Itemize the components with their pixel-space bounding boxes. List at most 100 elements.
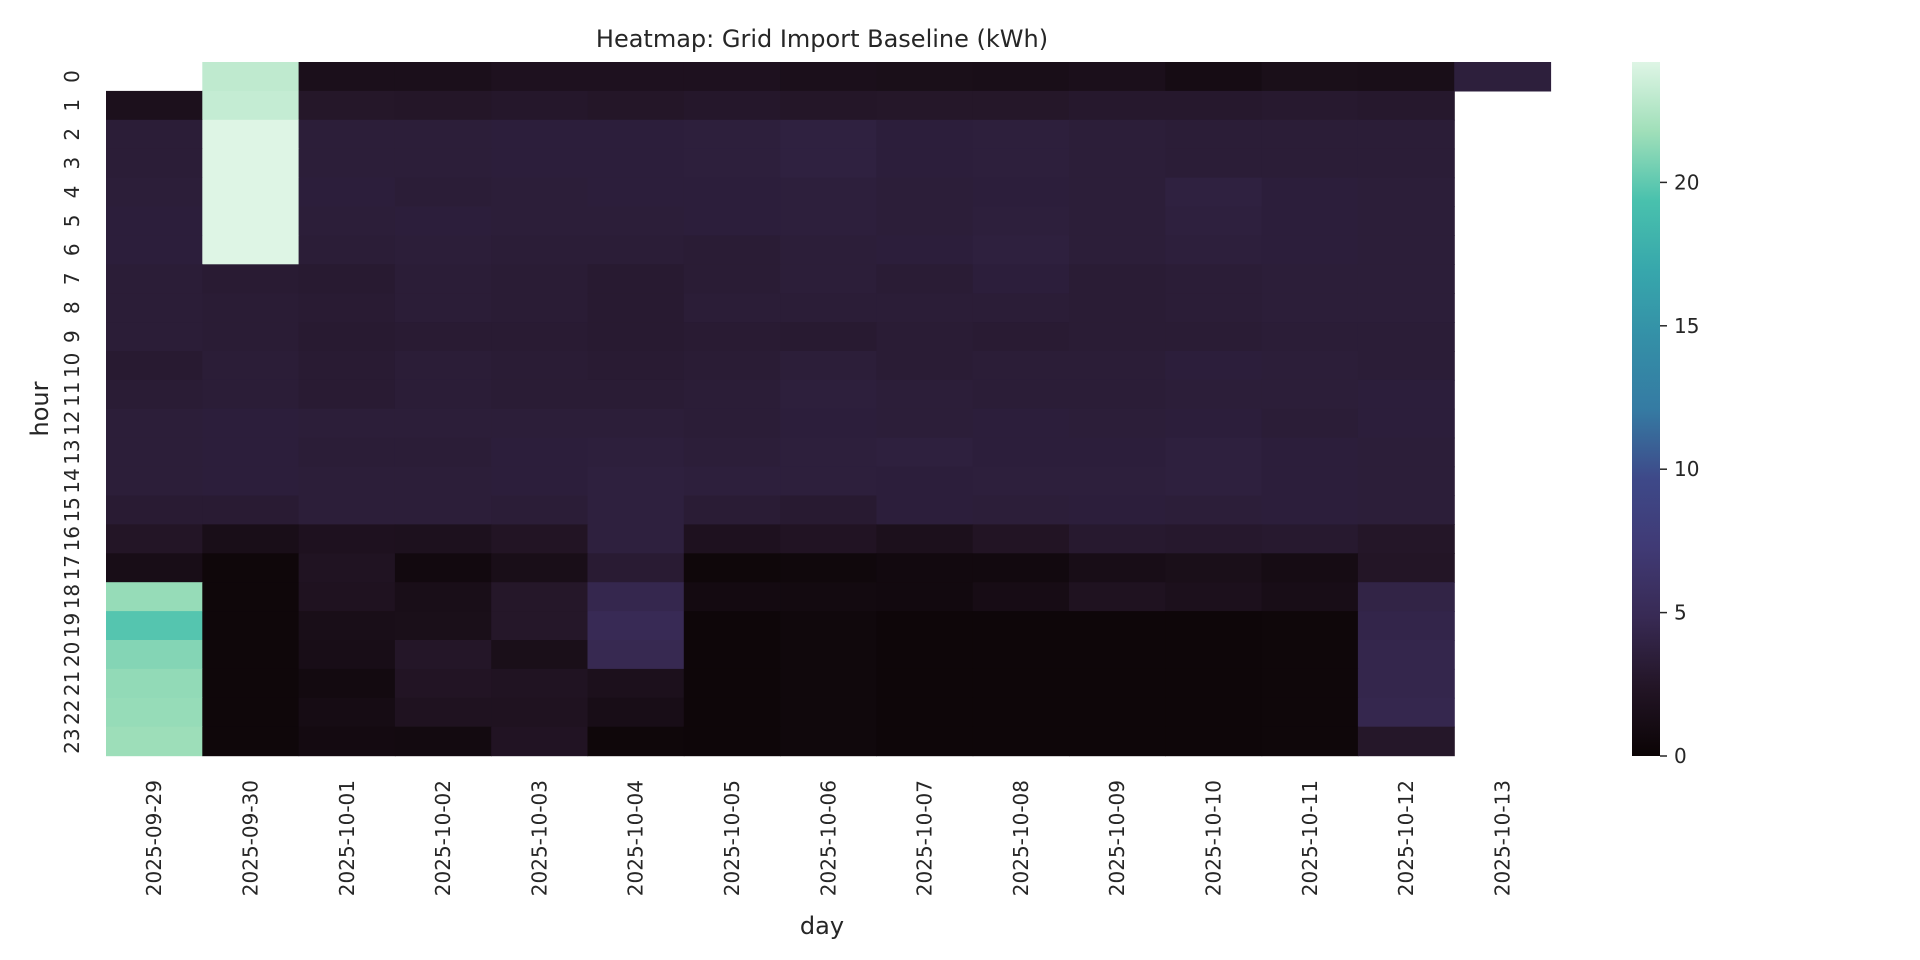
heatmap-cell — [202, 148, 300, 179]
heatmap-cell — [298, 611, 396, 641]
heatmap-cell — [1261, 668, 1359, 699]
heatmap-cell — [202, 524, 300, 554]
heatmap-cell — [491, 466, 589, 497]
heatmap-cell — [1261, 524, 1359, 554]
heatmap-cell — [587, 668, 685, 699]
heatmap-cell — [780, 408, 877, 439]
heatmap-cell — [491, 408, 589, 439]
heatmap-cell — [394, 264, 492, 294]
heatmap-cell — [780, 582, 877, 612]
colorbar-ticks: 0 5 10 15 20 — [1660, 170, 1699, 768]
heatmap-cell — [1261, 264, 1359, 294]
heatmap-cell — [1261, 62, 1359, 92]
heatmap-cell — [683, 293, 781, 323]
heatmap-cell — [1069, 524, 1166, 554]
heatmap-cell — [1357, 148, 1455, 179]
x-tick-label: 2025-10-02 — [431, 780, 455, 896]
heatmap-cell — [876, 379, 974, 410]
y-tick-label: 5 — [60, 215, 84, 228]
heatmap-cell — [587, 466, 685, 497]
heatmap-cell — [1165, 640, 1263, 670]
heatmap-cell — [1357, 408, 1455, 439]
heatmap-cell — [394, 640, 492, 670]
heatmap-cell — [876, 62, 974, 92]
heatmap-cell — [106, 351, 203, 381]
heatmap-cell — [106, 322, 203, 352]
heatmap-cell — [1069, 582, 1166, 612]
heatmap-cell — [587, 264, 685, 294]
chart-title: Heatmap: Grid Import Baseline (kWh) — [596, 25, 1048, 53]
heatmap-cell — [780, 322, 877, 352]
heatmap-cell — [1069, 351, 1166, 381]
y-tick-label: 7 — [60, 272, 84, 285]
heatmap-cell — [1357, 293, 1455, 323]
y-tick-label: 3 — [60, 157, 84, 170]
heatmap-cell — [491, 322, 589, 352]
heatmap-cell — [1357, 668, 1455, 699]
x-tick-label: 2025-10-03 — [527, 780, 551, 896]
heatmap-cell — [394, 466, 492, 497]
heatmap-cell — [1069, 553, 1166, 583]
heatmap-cell — [1069, 726, 1166, 757]
heatmap-cell — [1261, 177, 1359, 208]
heatmap-cell — [298, 726, 396, 757]
heatmap-cell — [202, 582, 300, 612]
heatmap-cell — [1069, 379, 1166, 410]
heatmap-cell — [1165, 351, 1263, 381]
heatmap-cell — [1165, 177, 1263, 208]
heatmap-cell — [780, 206, 877, 236]
heatmap-cell — [1357, 264, 1455, 294]
heatmap-cell — [1069, 437, 1166, 468]
heatmap-cell — [683, 697, 781, 728]
heatmap-cell — [972, 466, 1070, 497]
heatmap-cell — [298, 177, 396, 208]
heatmap-cell — [683, 379, 781, 410]
heatmap-cell — [394, 293, 492, 323]
heatmap-cell — [298, 495, 396, 525]
heatmap-cell — [780, 495, 877, 525]
heatmap-cell — [587, 553, 685, 583]
colorbar-tick-label: 15 — [1674, 314, 1699, 338]
x-tick-label: 2025-10-12 — [1394, 780, 1418, 896]
heatmap-cell — [491, 293, 589, 323]
heatmap-cell — [202, 495, 300, 525]
heatmap-cell — [587, 495, 685, 525]
heatmap-cell — [1357, 611, 1455, 641]
heatmap-cell — [1261, 726, 1359, 757]
heatmap-cell — [298, 466, 396, 497]
heatmap-cell — [1069, 322, 1166, 352]
heatmap-cell — [1069, 668, 1166, 699]
heatmap-cell — [780, 62, 877, 92]
heatmap-cell — [972, 697, 1070, 728]
heatmap-cell — [1069, 640, 1166, 670]
heatmap-cell — [1069, 90, 1166, 121]
heatmap-cell — [491, 379, 589, 410]
heatmap-cell — [202, 640, 300, 670]
heatmap-cell — [106, 611, 203, 641]
heatmap-cell — [972, 524, 1070, 554]
x-tick-label: 2025-09-29 — [142, 780, 166, 896]
heatmap-cell — [972, 90, 1070, 121]
heatmap-cell — [587, 726, 685, 757]
heatmap-cell — [202, 206, 300, 236]
heatmap-cell — [1165, 668, 1263, 699]
y-tick-label: 23 — [60, 728, 84, 753]
heatmap-cell — [491, 611, 589, 641]
heatmap-cell — [298, 119, 396, 150]
y-tick-label: 14 — [60, 468, 84, 493]
heatmap-cell — [1357, 640, 1455, 670]
heatmap-cell — [1261, 697, 1359, 728]
heatmap-cell — [298, 90, 396, 121]
heatmap-cell — [202, 235, 300, 265]
heatmap-cell — [1069, 611, 1166, 641]
heatmap-cell — [106, 582, 203, 612]
heatmap-cell — [1357, 322, 1455, 352]
y-tick-label: 18 — [60, 584, 84, 609]
heatmap-cell — [491, 524, 589, 554]
heatmap-cell — [1165, 582, 1263, 612]
heatmap-cell — [1357, 379, 1455, 410]
heatmap-cell — [298, 553, 396, 583]
heatmap-cell — [1261, 611, 1359, 641]
heatmap-cell — [1165, 206, 1263, 236]
heatmap-cell — [1261, 322, 1359, 352]
